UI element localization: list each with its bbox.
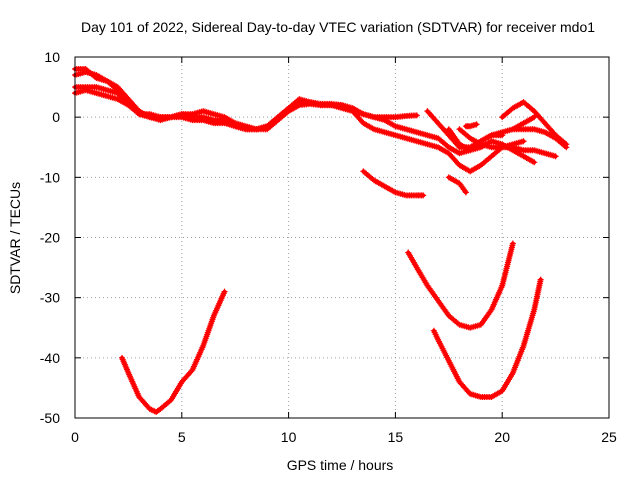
y-tick-label: -40	[40, 350, 60, 366]
data-point	[551, 130, 558, 137]
series-arc-1	[118, 288, 228, 415]
x-tick-label: 20	[494, 429, 510, 445]
data-point	[473, 121, 480, 128]
data-point	[563, 141, 570, 148]
y-tick-label: 0	[52, 109, 60, 125]
data-point	[531, 159, 538, 166]
y-tick-label: -50	[40, 410, 60, 426]
x-tick-label: 15	[388, 429, 404, 445]
series-track-i	[509, 114, 538, 133]
x-axis-label: GPS time / hours	[287, 457, 394, 473]
x-tick-label: 10	[281, 429, 297, 445]
chart-title: Day 101 of 2022, Sidereal Day-to-day VTE…	[81, 19, 595, 35]
series-track-j	[462, 121, 480, 130]
data-point	[420, 192, 427, 199]
x-tick-label: 25	[601, 429, 617, 445]
data-point	[413, 112, 420, 119]
series-track-h	[499, 99, 570, 148]
data-point	[509, 240, 516, 247]
data-point	[552, 153, 559, 160]
y-tick-label: -20	[40, 230, 60, 246]
data-point	[531, 114, 538, 121]
data-point	[537, 276, 544, 283]
series-track-k	[445, 174, 469, 196]
y-axis-label: SDTVAR / TECUs	[7, 182, 23, 294]
y-tick-label: 10	[44, 49, 60, 65]
series-track-l	[360, 168, 427, 199]
x-tick-label: 0	[71, 429, 79, 445]
data-point	[520, 138, 527, 145]
data-point	[221, 288, 228, 295]
series-track-g	[456, 126, 559, 160]
series-arc-2	[405, 240, 516, 331]
x-tick-label: 5	[178, 429, 186, 445]
series-track-d	[72, 87, 143, 115]
data-series	[72, 66, 570, 415]
data-point	[188, 368, 195, 375]
y-tick-label: -10	[40, 169, 60, 185]
y-tick-label: -30	[40, 290, 60, 306]
data-point	[136, 108, 143, 115]
data-point	[462, 189, 469, 196]
series-track-c	[72, 84, 527, 175]
axis-ticks: 0 5 10 15 20 25 10 0 -10 -20 -30 -40 -50	[40, 49, 617, 445]
series-arc-3	[430, 276, 544, 400]
